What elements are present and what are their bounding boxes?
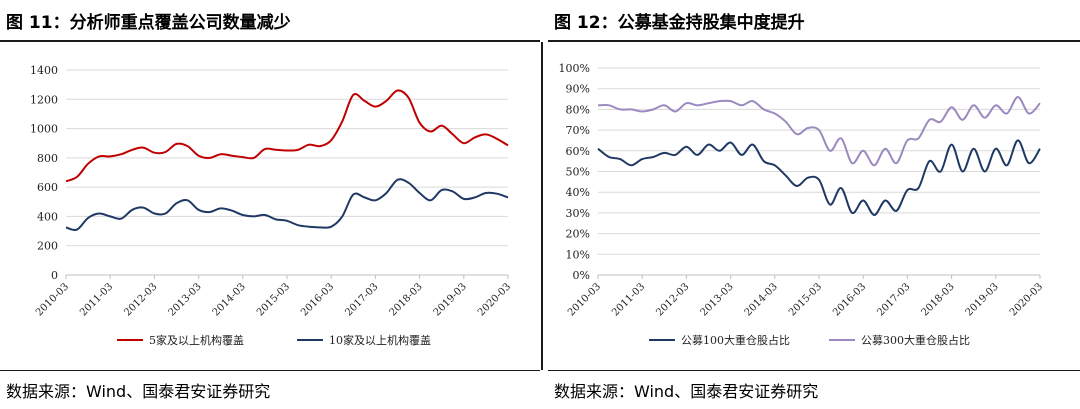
- x-tick-label: 2019-03: [432, 281, 469, 318]
- x-tick-label: 2016-03: [831, 281, 868, 318]
- x-tick-label: 2017-03: [875, 281, 912, 318]
- x-tick-label: 2010-03: [566, 281, 603, 318]
- y-tick-label: 70%: [566, 124, 590, 137]
- figure-12-panel: 图 12：公募基金持股集中度提升 0% 10% 20% 30% 40% 50% 60% 70%…: [548, 0, 1080, 409]
- x-tick-label: 2018-03: [920, 281, 957, 318]
- legend-label-2: 10家及以上机构覆盖: [329, 333, 431, 347]
- x-tick-label: 2011-03: [610, 281, 647, 318]
- y-tick-label: 1000: [30, 123, 58, 136]
- series-line-1: [65, 89, 509, 183]
- figure-12-top-rule: [548, 40, 1080, 42]
- figure-11-bottom-rule: [0, 370, 540, 371]
- x-tick-label: 2017-03: [343, 281, 380, 318]
- y-tick-label: 400: [37, 210, 58, 223]
- figure-11-panel: 图 11：分析师重点覆盖公司数量减少 0 200 400 600 800 1000 1200…: [0, 13, 540, 401]
- legend-label-1: 5家及以上机构覆盖: [149, 333, 244, 347]
- x-tick-label: 2016-03: [299, 281, 336, 318]
- y-tick-label: 1200: [30, 93, 58, 106]
- y-tick-label: 800: [37, 152, 58, 165]
- panel-divider: [541, 42, 543, 370]
- figure-12-title: 图 12：公募基金持股集中度提升: [554, 13, 805, 33]
- figure-12-source: 数据来源：Wind、国泰君安证券研究: [554, 382, 819, 401]
- legend-label-2: 公募300大重仓股占比: [861, 333, 970, 347]
- figure-11-top-rule: [0, 40, 540, 42]
- x-tick-label: 2013-03: [167, 281, 204, 318]
- y-tick-label: 1400: [30, 64, 58, 77]
- y-tick-label: 0: [51, 269, 58, 282]
- y-tick-label: 20%: [566, 228, 590, 241]
- y-tick-label: 90%: [566, 83, 590, 96]
- figure-12-chart: 0% 10% 20% 30% 40% 50% 60% 70% 80% 90% 100% 2010-03…: [559, 62, 1046, 347]
- legend-label-1: 公募100大重仓股占比: [681, 333, 790, 347]
- x-tick-label: 2019-03: [964, 281, 1001, 318]
- x-tick-label: 2013-03: [699, 281, 736, 318]
- series-line-2: [597, 96, 1041, 167]
- x-tick-label: 2020-03: [476, 281, 513, 318]
- x-tick-label: 2010-03: [34, 281, 71, 318]
- x-tick-label: 2014-03: [211, 281, 248, 318]
- x-tick-label: 2012-03: [122, 281, 159, 318]
- x-tick-label: 2014-03: [743, 281, 780, 318]
- y-tick-label: 60%: [566, 145, 590, 158]
- x-tick-label: 2018-03: [388, 281, 425, 318]
- y-tick-label: 200: [37, 240, 58, 253]
- y-tick-label: 40%: [566, 186, 590, 199]
- x-tick-label: 2020-03: [1008, 281, 1045, 318]
- y-tick-label: 0%: [573, 269, 590, 282]
- series-line-2: [65, 178, 509, 231]
- figure-11-source: 数据来源：Wind、国泰君安证券研究: [6, 382, 271, 401]
- y-tick-label: 80%: [566, 103, 590, 116]
- x-tick-label: 2015-03: [255, 281, 292, 318]
- x-tick-label: 2015-03: [787, 281, 824, 318]
- y-tick-label: 100%: [559, 62, 590, 75]
- y-tick-label: 30%: [566, 207, 590, 220]
- figure-12-bottom-rule: [548, 370, 1080, 371]
- figure-11-title: 图 11：分析师重点覆盖公司数量减少: [6, 13, 291, 33]
- series-line-1: [597, 139, 1041, 216]
- y-tick-label: 50%: [566, 166, 590, 179]
- x-tick-label: 2012-03: [654, 281, 691, 318]
- y-tick-label: 10%: [566, 248, 590, 261]
- x-tick-label: 2011-03: [78, 281, 115, 318]
- y-tick-label: 600: [37, 181, 58, 194]
